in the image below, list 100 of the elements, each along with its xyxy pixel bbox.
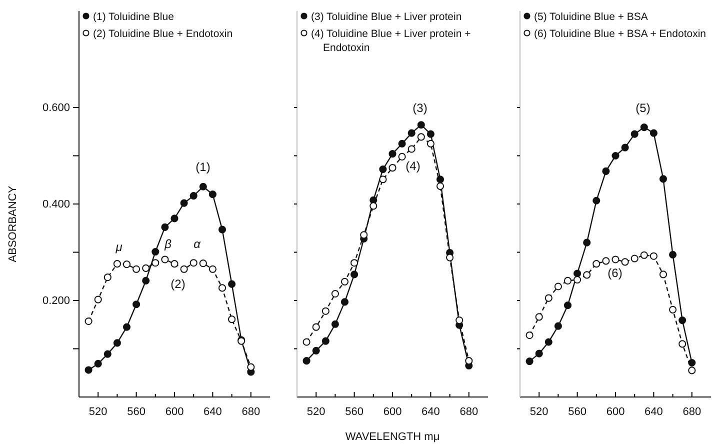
point (426, 130, 434, 138)
y-tick-label: 0.200 (42, 295, 70, 308)
point (630, 254, 638, 262)
point (650, 252, 658, 260)
point (94, 296, 102, 304)
annotation: (5) (636, 101, 650, 115)
annotation: α (194, 237, 202, 251)
point (640, 251, 648, 259)
x-tick-label: 600 (383, 406, 402, 418)
point (650, 129, 658, 137)
point (312, 323, 320, 331)
annotation: (2) (170, 277, 186, 291)
point (180, 265, 188, 273)
point (388, 164, 396, 172)
annotation: (6) (608, 266, 622, 280)
point (544, 294, 552, 302)
point (142, 264, 150, 272)
point (142, 276, 150, 284)
point (417, 133, 425, 141)
point (535, 350, 543, 358)
point (350, 270, 358, 278)
point (208, 265, 216, 273)
legend-label: (4) Toluidine Blue + Liver protein + Endotoxin (311, 28, 471, 54)
point (688, 366, 696, 374)
point (612, 256, 620, 264)
point (104, 350, 112, 358)
point (602, 167, 610, 175)
point (122, 260, 131, 268)
point (564, 276, 572, 284)
point (592, 260, 600, 268)
y-tick-label: 0.400 (42, 198, 70, 211)
point (350, 259, 358, 267)
point (659, 270, 668, 278)
point (544, 338, 552, 346)
point (417, 121, 425, 129)
point (612, 152, 620, 160)
point (218, 226, 226, 234)
point (190, 259, 198, 267)
point (199, 182, 207, 190)
point (322, 307, 330, 315)
point (170, 260, 178, 268)
point (370, 202, 378, 210)
point (630, 130, 638, 138)
point (161, 223, 169, 231)
point (526, 358, 534, 366)
legend-label: (1) Toluidine Blue (93, 11, 174, 23)
point (554, 322, 562, 330)
point (388, 150, 396, 158)
annotation: (1) (196, 160, 210, 174)
y-axis-title: ABSORBANCY (7, 185, 19, 262)
point (426, 140, 434, 148)
point (465, 357, 473, 365)
x-tick-label: 560 (127, 406, 146, 418)
point (322, 337, 330, 345)
point (398, 140, 406, 148)
x-tick-label: 640 (644, 406, 663, 418)
x-tick-label: 680 (242, 406, 260, 418)
point (446, 254, 454, 262)
point (218, 284, 226, 292)
point (122, 323, 131, 331)
point (312, 346, 320, 354)
point (199, 260, 207, 268)
point (621, 258, 629, 266)
x-tick-label: 640 (422, 406, 440, 418)
point (678, 316, 686, 324)
point (583, 271, 591, 279)
point (84, 366, 92, 374)
point (104, 274, 112, 282)
x-tick-label: 520 (530, 406, 548, 418)
point (678, 340, 686, 348)
point (669, 306, 677, 314)
point (340, 298, 349, 306)
point (132, 300, 140, 308)
point (228, 316, 236, 324)
annotation: (3) (412, 101, 428, 115)
point (574, 276, 582, 284)
point (379, 165, 387, 174)
point (621, 144, 629, 152)
point (535, 313, 543, 321)
legend-label: (2) Toluidine Blue + Endotoxin (93, 28, 233, 40)
point (592, 196, 600, 204)
point (436, 182, 444, 190)
annotation: μ (114, 240, 123, 254)
point (161, 256, 169, 264)
x-tick-label: 520 (88, 406, 108, 418)
legend-label: (6) Toluidine Blue + BSA + Endotoxin (534, 28, 706, 40)
point (688, 358, 696, 367)
point (526, 331, 534, 340)
point (247, 363, 255, 371)
point (331, 290, 339, 298)
point (408, 129, 416, 137)
x-tick-label: 680 (460, 406, 478, 418)
point (360, 231, 368, 239)
point (94, 360, 102, 368)
annotation: (4) (406, 159, 420, 173)
point (302, 338, 310, 346)
point (659, 175, 668, 183)
point (564, 302, 572, 310)
point (302, 357, 310, 365)
x-tick-label: 600 (606, 406, 625, 418)
